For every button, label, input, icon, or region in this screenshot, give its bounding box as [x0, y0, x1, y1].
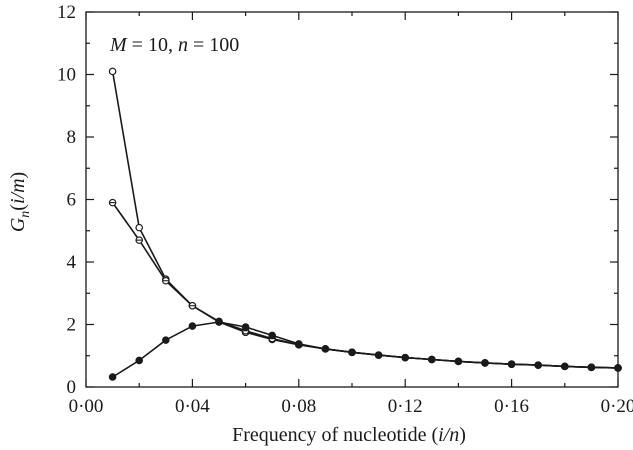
y-axis-label-subscript: n: [18, 211, 33, 218]
plot-area: 0·00 0·04 0·08 0·12 0·16 0·20 0 2 4 6 8 10 12: [57, 2, 633, 417]
data-point-filled: [215, 318, 223, 326]
data-point-filled: [587, 363, 596, 372]
data-point-crossed: [162, 276, 170, 285]
y-tick-label: 4: [67, 252, 77, 273]
x-tick-label: 0·08: [281, 396, 316, 417]
series-points: [108, 67, 622, 381]
annotation-n-value: = 100: [188, 34, 239, 56]
y-axis-label: Gn(i/m): [7, 172, 33, 232]
annotation-m-symbol: M: [109, 34, 128, 56]
data-point-filled: [348, 348, 356, 357]
data-point-crossed: [188, 301, 197, 310]
x-tick-label: 0·20: [601, 396, 633, 417]
y-tick-label: 2: [67, 315, 77, 336]
x-axis-ticks: 0·00 0·04 0·08 0·12 0·16 0·20: [69, 12, 633, 417]
x-axis-label: Frequency of nucleotide (i/n): [232, 424, 466, 446]
y-tick-label: 6: [67, 190, 77, 211]
data-point-filled: [295, 340, 303, 348]
data-point-filled: [188, 322, 197, 330]
data-point-filled: [454, 357, 463, 366]
data-point-filled: [162, 336, 170, 344]
data-point-filled: [534, 361, 543, 369]
plot-frame: [85, 11, 619, 388]
series-line-crossed-circle: [111, 202, 619, 369]
data-point-filled: [481, 359, 489, 367]
annotation-m-value: = 10,: [127, 34, 178, 56]
series-line-open-circle: [111, 71, 619, 369]
y-axis-ticks: 0 2 4 6 8 10 12: [57, 2, 618, 398]
data-point-filled: [108, 373, 117, 381]
y-axis-label-open: (: [7, 204, 29, 211]
annotation-n-symbol: n: [178, 34, 188, 56]
x-tick-label: 0·16: [494, 396, 529, 417]
data-point-filled: [614, 364, 622, 372]
x-axis-label-close: ): [459, 424, 466, 446]
data-point-filled: [428, 355, 436, 364]
chart-annotation: M = 10, n = 100: [109, 34, 239, 56]
data-point-crossed: [135, 236, 144, 244]
x-tick-label: 0·04: [175, 396, 210, 417]
x-tick-label: 0·00: [69, 396, 104, 417]
y-tick-label: 8: [67, 127, 77, 148]
y-tick-label: 12: [57, 2, 76, 23]
y-tick-label: 10: [57, 65, 76, 86]
data-point-open: [135, 223, 144, 232]
series-line-filled-circle: [112, 321, 619, 378]
data-point-filled: [268, 331, 277, 340]
data-point-filled: [135, 356, 143, 365]
x-axis-label-italic: i/n: [438, 424, 459, 446]
x-tick-label: 0·12: [388, 396, 423, 417]
data-point-filled: [507, 360, 516, 368]
y-axis-label-close: ): [7, 172, 29, 179]
data-point-filled: [401, 353, 410, 362]
y-axis-label-italic: i/m: [7, 178, 29, 204]
data-point-filled: [374, 351, 383, 359]
data-point-open: [108, 67, 117, 76]
data-point-filled: [321, 345, 330, 353]
data-point-crossed: [108, 198, 117, 207]
y-axis-label-main: G: [7, 217, 29, 232]
data-point-filled: [561, 362, 569, 371]
y-tick-label: 0: [67, 377, 77, 398]
x-axis-label-text: Frequency of nucleotide (: [232, 424, 438, 446]
data-point-filled: [241, 323, 250, 331]
series-lines: [111, 71, 619, 378]
